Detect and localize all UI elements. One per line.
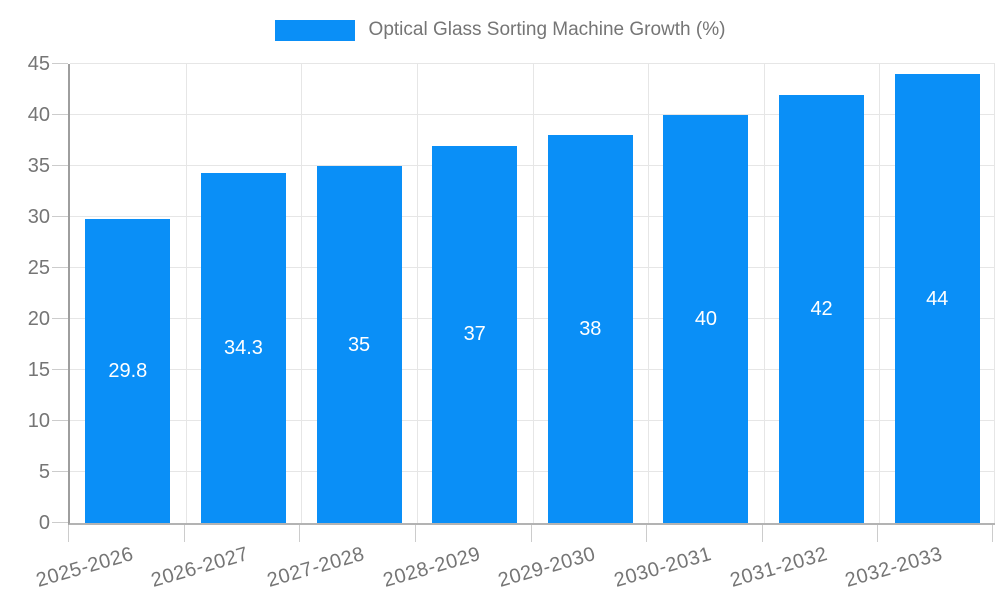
bar-value-label: 29.8 [108,360,148,383]
bar[interactable]: 29.8 [85,219,171,523]
y-axis-tick [52,63,68,64]
bar-value-label: 42 [810,297,833,320]
gridline-vertical [185,64,187,523]
y-axis-tick [52,216,68,217]
bar[interactable]: 37 [432,145,518,523]
x-axis-tick [530,525,532,542]
bar-value-label: 44 [926,287,949,310]
bar-value-label: 40 [694,308,718,330]
x-axis-tick [992,525,993,542]
gridline-vertical [648,64,650,523]
x-axis-tick [414,525,416,542]
gridline-vertical [532,64,534,523]
y-axis-tick [52,471,68,472]
plot-area: 29.8 34.3 35 37 38 40 42 44 [68,63,995,525]
legend-swatch [274,19,355,41]
y-axis-tick [52,114,68,115]
bar[interactable]: 40 [663,115,749,523]
y-axis-tick [52,318,68,319]
bar-value-label: 38 [579,318,602,341]
y-axis-tick-label: 35 [27,155,50,177]
y-axis-tick [52,522,68,523]
y-axis-tick [52,165,68,166]
bar-value-label: 35 [347,333,371,356]
y-axis-tick-label: 0 [38,512,50,534]
x-axis-tick [761,525,763,542]
gridline-vertical [994,64,995,523]
y-axis-tick-label: 15 [27,359,50,381]
y-axis-ticks [52,63,68,523]
bar-value-label: 37 [463,323,486,346]
y-axis-tick [52,420,68,421]
y-axis-tick-label: 30 [27,206,50,228]
y-axis-labels: 0 5 10 15 20 25 30 35 40 45 [0,53,50,534]
legend-item[interactable]: Optical Glass Sorting Machine Growth (%) [274,19,726,41]
gridline-horizontal [70,63,995,64]
x-axis-tick [68,525,69,542]
gridline-vertical [301,64,303,523]
x-axis-tick [299,525,301,542]
gridline-vertical [763,64,765,523]
gridline-vertical [416,64,418,523]
x-axis-tick [646,525,648,542]
y-axis-tick-label: 20 [27,308,50,330]
legend-label: Optical Glass Sorting Machine Growth (%) [368,19,726,40]
x-axis-labels: 2025-2026 2026-2027 2027-2028 2028-2029 2029… [34,531,993,600]
bar[interactable]: 34.3 [200,173,286,523]
bar[interactable]: 35 [316,166,402,523]
x-axis-tick [183,525,185,542]
x-axis-ticks [68,525,995,542]
y-axis-tick-label: 10 [27,410,50,432]
y-axis-tick [52,369,68,370]
y-axis-tick-label: 40 [27,104,50,126]
bar[interactable]: 38 [547,135,633,523]
y-axis-tick-label: 45 [27,53,50,75]
legend: Optical Glass Sorting Machine Growth (%) [0,19,1000,41]
y-axis-tick [52,267,68,268]
y-axis-tick-label: 5 [38,461,50,483]
bar[interactable]: 44 [894,74,980,523]
x-axis-tick [877,525,879,542]
y-axis-tick-label: 25 [27,257,50,279]
bar-value-label: 34.3 [223,337,263,360]
bar[interactable]: 42 [779,94,865,523]
gridline-vertical [879,64,881,523]
